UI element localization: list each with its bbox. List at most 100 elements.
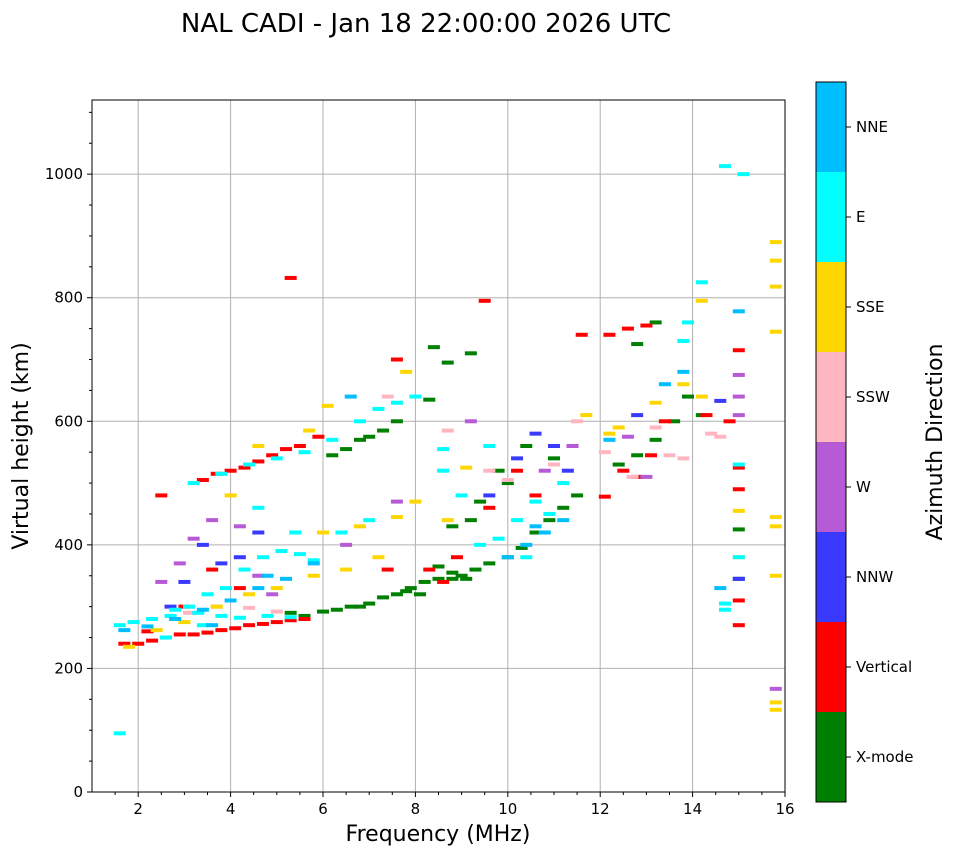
data-point-e [455, 493, 468, 498]
colorbar-segment [816, 352, 846, 442]
data-point-x-mode [631, 453, 644, 458]
data-point-w [173, 561, 186, 566]
data-point-e [718, 601, 731, 606]
data-point-vertical [603, 332, 616, 337]
data-point-nne [224, 598, 237, 603]
axis-ticks: 2 4 6 8 10 12 14 16 0 200 400 600 800 1000 [45, 111, 795, 818]
data-point-e [127, 620, 140, 625]
data-point-vertical [284, 275, 297, 280]
data-point-ssw [548, 462, 560, 467]
data-point-e [511, 518, 524, 523]
data-point-x-mode [446, 576, 459, 581]
data-point-sse [321, 403, 334, 408]
x-tick-label: 4 [226, 800, 236, 818]
data-point-vertical [732, 623, 745, 628]
data-point-vertical [187, 632, 200, 637]
data-point-vertical [132, 641, 145, 646]
data-point-w [769, 686, 782, 691]
data-point-e [275, 549, 288, 554]
data-point-e [215, 613, 228, 618]
data-point-e [372, 406, 385, 411]
data-point-vertical [390, 357, 403, 362]
data-point-e [483, 444, 496, 448]
data-point-w [390, 499, 403, 504]
x-tick-label: 2 [133, 800, 143, 818]
data-point-sse [178, 620, 191, 625]
data-point-x-mode [529, 530, 542, 535]
data-point-vertical [723, 419, 736, 424]
colorbar-tick-label: SSE [856, 298, 885, 316]
data-point-e [293, 552, 306, 557]
data-point-e [159, 635, 172, 640]
data-point-x-mode [390, 592, 403, 597]
data-point-vertical [206, 567, 219, 572]
data-point-x-mode [515, 545, 528, 550]
data-point-e [256, 555, 269, 560]
colorbar-segment [816, 262, 846, 352]
x-tick-label: 6 [318, 800, 328, 818]
y-tick-label: 400 [54, 536, 83, 554]
plot-frame [91, 99, 786, 793]
data-point-x-mode [353, 437, 366, 442]
data-point-nnw [164, 604, 177, 609]
data-point-vertical [118, 641, 131, 646]
data-point-nne [501, 555, 514, 560]
data-point-vertical [266, 453, 279, 458]
data-point-e [732, 555, 745, 560]
data-point-w [464, 419, 477, 424]
data-point-sse [769, 707, 782, 712]
data-point-ssw [183, 610, 196, 615]
data-point-e [677, 338, 690, 343]
data-point-x-mode [363, 434, 376, 439]
data-point-sse [580, 413, 593, 418]
data-point-sse [210, 604, 223, 609]
data-point-x-mode [353, 604, 366, 609]
data-point-x-mode [363, 601, 376, 606]
data-point-e [238, 567, 251, 572]
data-point-ssw [483, 468, 496, 473]
y-axis-label: Virtual height (km) [9, 342, 34, 549]
data-point-ssw [501, 477, 514, 482]
x-axis-label: Frequency (MHz) [346, 822, 531, 847]
data-point-e [437, 447, 450, 452]
data-point-x-mode [400, 589, 413, 594]
data-point-vertical [155, 493, 168, 498]
data-point-e [243, 462, 256, 467]
data-point-sse [769, 515, 782, 520]
data-point-sse [695, 394, 708, 399]
data-point-x-mode [732, 527, 745, 532]
data-point-x-mode [377, 428, 390, 433]
data-point-x-mode [344, 604, 357, 609]
data-point-sse [769, 240, 782, 245]
data-point-nnw [548, 444, 560, 448]
data-point-vertical [229, 626, 242, 631]
colorbar-segment [816, 712, 846, 802]
y-tick-label: 1000 [45, 165, 83, 183]
data-point-e [196, 623, 209, 628]
data-point-x-mode [460, 576, 473, 581]
data-point-nnw [196, 542, 209, 547]
data-point-nne [118, 628, 131, 633]
data-point-e [113, 731, 126, 736]
data-point-vertical [280, 447, 293, 452]
data-point-sse [769, 524, 782, 529]
data-point-vertical [437, 579, 450, 584]
x-tick-label: 10 [498, 800, 517, 818]
data-point-e [732, 462, 745, 467]
data-point-sse [769, 700, 782, 705]
colorbar-label: Azimuth Direction [923, 343, 948, 540]
data-point-nne [557, 518, 570, 523]
data-point-sse [303, 428, 316, 433]
data-point-e [695, 280, 708, 285]
colorbar-tick-label: E [856, 208, 865, 226]
data-point-ssw [381, 394, 394, 399]
data-point-w [732, 394, 745, 399]
data-point-x-mode [455, 573, 468, 578]
data-point-e [557, 481, 570, 486]
data-point-x-mode [317, 609, 329, 614]
data-point-x-mode [390, 419, 403, 424]
x-tick-label: 8 [411, 800, 421, 818]
data-point-vertical [732, 465, 745, 470]
data-point-x-mode [681, 394, 694, 399]
data-point-nnw [529, 431, 542, 436]
